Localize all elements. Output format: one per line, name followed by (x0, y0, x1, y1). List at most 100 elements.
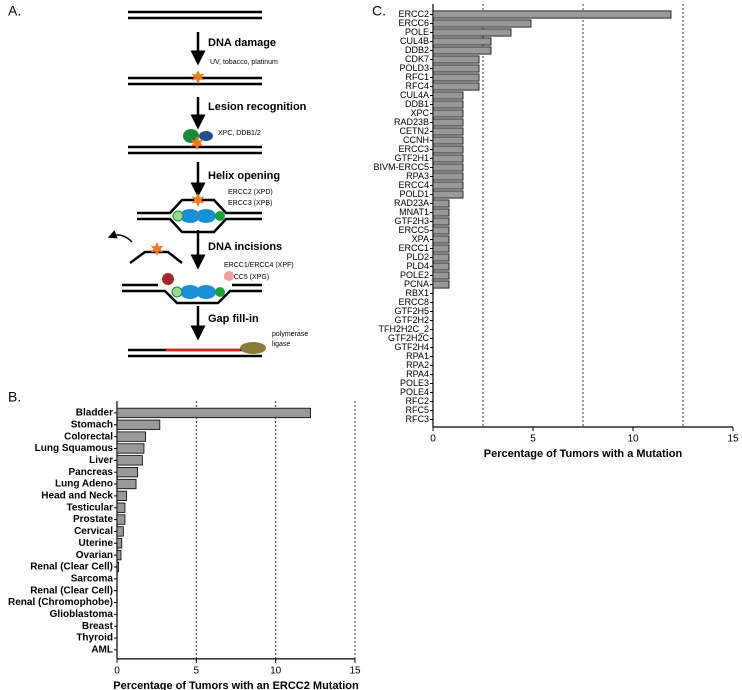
protein (196, 209, 216, 223)
bar (432, 190, 464, 199)
step-title: Gap fill-in (208, 313, 259, 325)
bar (432, 10, 672, 19)
protein (172, 210, 184, 222)
x-tick-label: 10 (270, 665, 282, 676)
bar (432, 46, 492, 55)
step-note: UV, tobacco, platinum (210, 59, 278, 66)
dna (128, 10, 262, 20)
y-tick-label: PLD2 (406, 252, 429, 262)
bar (432, 100, 464, 109)
protein (224, 271, 234, 281)
bar (432, 253, 450, 262)
y-tick-label: CCNH (403, 135, 429, 145)
bar (116, 514, 126, 525)
arrow (107, 230, 133, 243)
protein (199, 131, 213, 141)
y-tick-label: RFC3 (405, 414, 429, 424)
y-tick-label: Thyroid (76, 633, 113, 644)
bar (432, 127, 464, 136)
y-tick-label: Colorectal (64, 431, 113, 442)
y-tick-label: POLE (405, 27, 429, 37)
y-tick-label: GTF2H1 (394, 153, 429, 163)
bar (432, 19, 532, 28)
protein (196, 285, 216, 299)
bar (116, 455, 143, 466)
bar (116, 467, 139, 478)
y-tick-label: GTF2H2 (394, 315, 429, 325)
bar (116, 526, 124, 537)
bar (116, 490, 127, 502)
x-tick-label: 15 (727, 434, 739, 445)
y-tick-label: CUL4A (400, 90, 429, 100)
y-tick-label: BIVM-ERCC5 (373, 162, 429, 172)
protein (215, 287, 225, 297)
y-tick-label: Breast (82, 621, 114, 632)
y-tick-label: PCNA (404, 279, 429, 289)
y-tick-label: ERCC1 (398, 243, 429, 253)
y-tick-label: RPA1 (406, 351, 429, 361)
protein (180, 285, 200, 299)
bar (432, 118, 464, 127)
y-tick-label: RAD23A (394, 198, 429, 208)
y-tick-label: Cervical (74, 526, 113, 537)
lesion (150, 242, 164, 256)
step-title: Helix opening (208, 170, 280, 182)
bar (432, 172, 464, 181)
bar (432, 64, 480, 73)
x-tick-label: 0 (430, 434, 436, 445)
y-tick-label: Ovarian (76, 550, 113, 561)
bar (116, 561, 119, 573)
y-tick-label: RFC1 (405, 72, 429, 82)
panel-label: B. (8, 389, 21, 405)
y-tick-label: ERCC3 (398, 144, 429, 154)
y-tick-label: ERCC6 (398, 18, 429, 28)
step-note: ERCC3 (XPB) (228, 200, 272, 207)
protein (180, 209, 200, 223)
bar (432, 199, 450, 208)
y-tick-label: ERCC2 (398, 9, 429, 19)
bar (432, 208, 450, 217)
y-tick-label: Pancreas (69, 467, 114, 478)
y-tick-label: Prostate (73, 514, 113, 525)
y-tick-label: Head and Neck (41, 491, 113, 502)
y-tick-label: AML (91, 645, 113, 656)
dna-gapped (122, 283, 262, 305)
bar (432, 235, 450, 244)
y-tick-label: ERCC8 (398, 297, 429, 307)
y-tick-label: RPA2 (406, 360, 429, 370)
y-tick-label: Sarcoma (71, 573, 114, 584)
bar (432, 28, 512, 37)
x-tick-label: 5 (194, 665, 200, 676)
bar (116, 431, 146, 442)
bar (432, 109, 464, 118)
bar (432, 37, 492, 46)
bar (432, 73, 480, 82)
bar (432, 55, 480, 64)
bar (116, 419, 161, 430)
bar (116, 443, 145, 454)
bar (432, 82, 480, 91)
y-tick-label: Testicular (67, 502, 114, 513)
y-tick-label: RFC5 (405, 405, 429, 415)
ligase (240, 342, 266, 354)
y-tick-label: CETN2 (399, 126, 429, 136)
bar (432, 262, 450, 271)
y-tick-label: POLE2 (400, 270, 429, 280)
bar (432, 280, 450, 289)
y-tick-label: PLD4 (406, 261, 429, 271)
y-tick-label: Glioblastoma (50, 609, 114, 620)
bar (116, 502, 126, 513)
y-tick-label: GTF2H2C (388, 333, 430, 343)
step-note: ligase (272, 341, 290, 348)
y-tick-label: Lung Adeno (55, 479, 113, 490)
dna (128, 145, 262, 155)
x-axis-title: Percentage of Tumors with a Mutation (484, 448, 683, 460)
y-tick-label: DDB1 (405, 99, 429, 109)
y-tick-label: RAD23B (394, 117, 429, 127)
panel-label: C. (372, 3, 386, 19)
x-tick-label: 15 (349, 665, 361, 676)
y-tick-label: RFC4 (405, 81, 429, 91)
step-title: DNA incisions (208, 241, 282, 253)
y-tick-label: TFH2H2C_2 (378, 324, 429, 334)
